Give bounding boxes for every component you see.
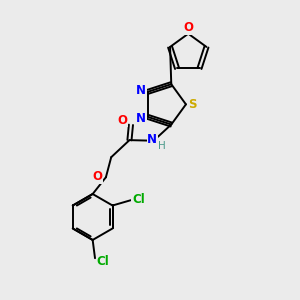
Text: N: N — [136, 84, 146, 97]
Text: N: N — [136, 112, 146, 125]
Text: H: H — [158, 141, 166, 151]
Text: Cl: Cl — [96, 255, 109, 268]
Text: N: N — [147, 133, 157, 146]
Text: Cl: Cl — [132, 193, 145, 206]
Text: S: S — [188, 98, 197, 111]
Text: O: O — [184, 21, 194, 34]
Text: O: O — [118, 114, 128, 127]
Text: O: O — [93, 170, 103, 183]
